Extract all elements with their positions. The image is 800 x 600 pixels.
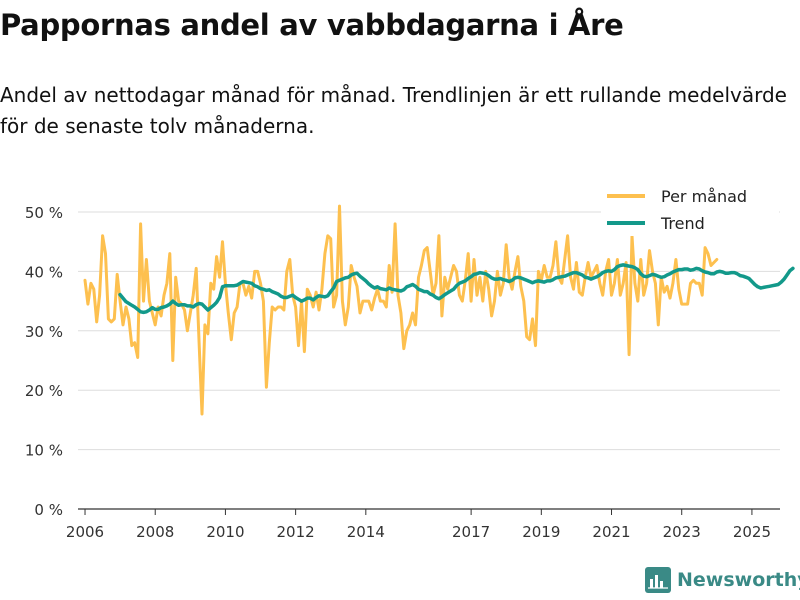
- legend-label: Per månad: [661, 187, 747, 206]
- x-axis: 2006 2008 2010 2012 2014 2017 2019 2021 2023 2025: [66, 509, 771, 541]
- series-lines: [83, 204, 795, 416]
- x-tick-label: 2019: [522, 523, 560, 541]
- x-tick-label: 2021: [592, 523, 630, 541]
- x-tick-label: 2014: [347, 523, 385, 541]
- x-tick-label: 2023: [663, 523, 701, 541]
- y-tick-label: 0 %: [34, 501, 63, 519]
- x-tick-label: 2006: [66, 523, 104, 541]
- x-tick-label: 2010: [206, 523, 244, 541]
- x-tick-label: 2012: [277, 523, 315, 541]
- y-tick-label: 10 %: [25, 442, 63, 460]
- x-tick-label: 2017: [452, 523, 490, 541]
- series-line-1: [118, 263, 795, 315]
- bar-chart-logo-icon: [645, 567, 671, 593]
- y-tick-label: 20 %: [25, 382, 63, 400]
- y-tick-label: 50 %: [25, 204, 63, 222]
- chart-title: Pappornas andel av vabbdagarna i Åre: [0, 8, 624, 42]
- newsworthy-brand: Newsworthy: [645, 567, 800, 593]
- y-axis: 0 % 10 % 20 % 30 % 40 % 50 %: [25, 204, 63, 519]
- legend-label: Trend: [660, 214, 705, 233]
- chart-subtitle: Andel av nettodagar månad för månad. Tre…: [0, 83, 787, 138]
- brand-name: Newsworthy: [677, 569, 800, 591]
- y-tick-label: 30 %: [25, 323, 63, 341]
- x-tick-label: 2008: [136, 523, 174, 541]
- series-line-0: [83, 204, 719, 416]
- legend: Per månad Trend: [601, 183, 779, 236]
- y-tick-label: 40 %: [25, 263, 63, 281]
- x-tick-label: 2025: [733, 523, 771, 541]
